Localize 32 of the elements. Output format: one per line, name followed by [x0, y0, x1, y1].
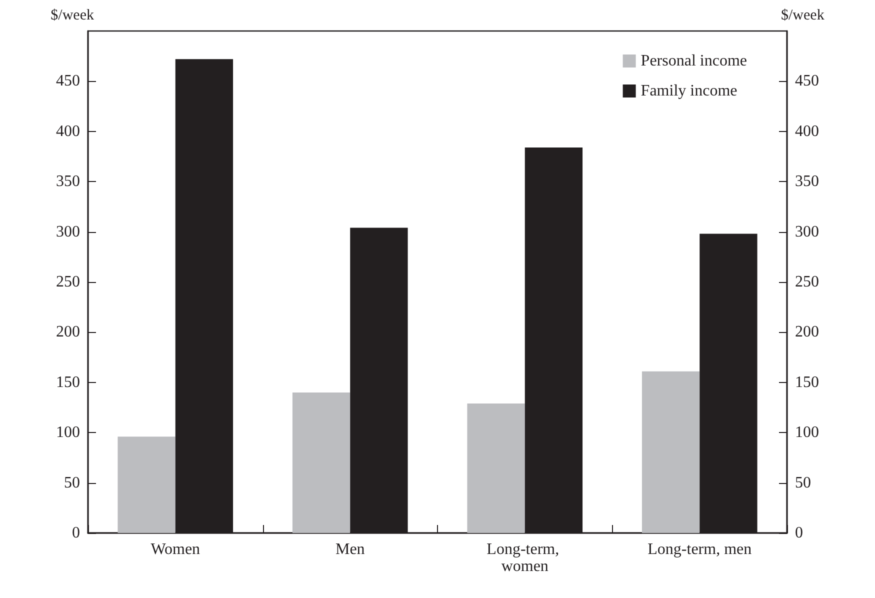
y2-tick-label: 50 [795, 474, 811, 492]
y2-tick-label: 150 [795, 374, 819, 391]
y-tick-label: 150 [56, 374, 80, 391]
y2-tick-label: 450 [795, 72, 819, 90]
y-tick-label: 300 [56, 223, 80, 240]
x-tick-label: Long-term, women [486, 541, 564, 575]
y-tick-label: 400 [56, 122, 80, 140]
bar [642, 371, 700, 533]
y-tick-label: 50 [64, 474, 80, 492]
y2-tick-label: 300 [795, 223, 819, 240]
y-axis-title: $/week [50, 8, 94, 24]
y2-tick-label: 350 [795, 173, 819, 190]
y2-tick-label: 200 [795, 324, 819, 341]
bar [292, 392, 350, 533]
bar [467, 403, 525, 533]
legend-label: Family income [640, 82, 738, 100]
y2-tick-label: 100 [795, 424, 819, 442]
x-tick-label: Long-term, men [648, 541, 752, 558]
y-tick-label: 100 [56, 424, 80, 442]
y2-tick-label: 250 [795, 274, 819, 290]
y-tick-label: 200 [56, 324, 80, 341]
y2-axis-title: $/week [781, 8, 825, 24]
y2-tick-label: 0 [795, 524, 803, 542]
y-tick-label: 450 [56, 72, 80, 90]
y2-tick-label: 400 [795, 122, 819, 140]
x-tick-label: Men [335, 541, 365, 558]
bar [118, 436, 176, 533]
legend-label: Personal income [640, 52, 748, 70]
y-tick-label: 350 [56, 173, 80, 190]
y-tick-label: 250 [56, 274, 80, 290]
x-tick-label: Women [150, 541, 200, 558]
y-tick-label: 0 [72, 524, 80, 542]
